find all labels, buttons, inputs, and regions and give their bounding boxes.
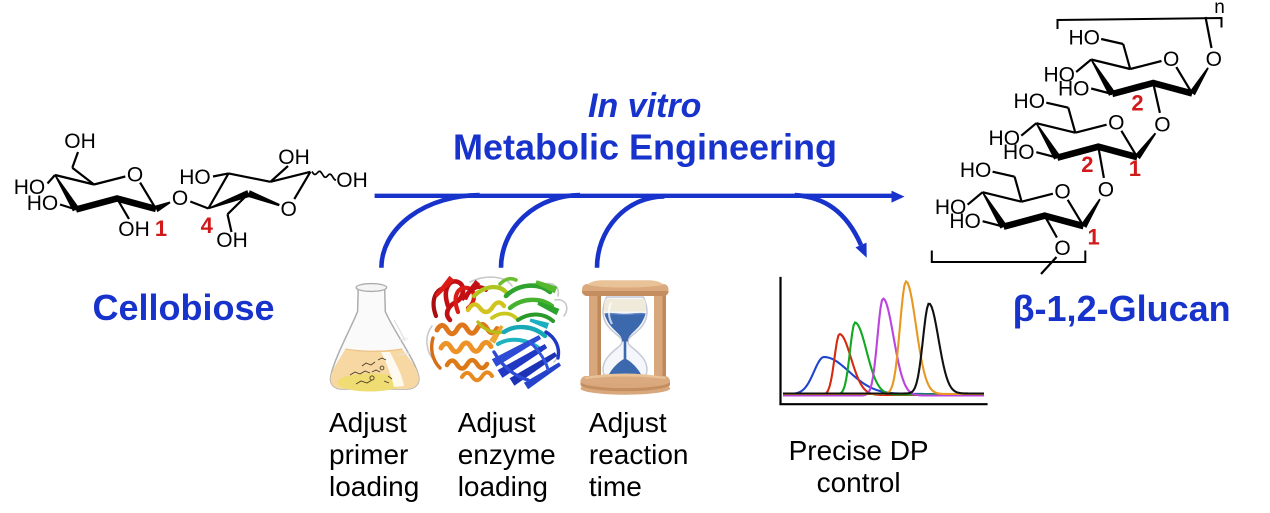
svg-text:OH: OH	[336, 169, 368, 192]
svg-text:1: 1	[155, 216, 167, 241]
svg-text:Adjust: Adjust	[329, 407, 407, 438]
svg-text:HO: HO	[989, 127, 1021, 150]
svg-text:1: 1	[1129, 156, 1141, 181]
svg-text:HO: HO	[1043, 64, 1075, 87]
svg-text:O: O	[1108, 112, 1124, 135]
svg-text:OH: OH	[118, 218, 150, 241]
svg-text:HO: HO	[1068, 27, 1100, 50]
svg-text:O: O	[1206, 48, 1222, 71]
svg-text:O: O	[1163, 48, 1179, 71]
svg-text:4: 4	[201, 213, 214, 238]
svg-text:HO: HO	[935, 196, 967, 219]
svg-text:HO: HO	[179, 166, 211, 189]
svg-text:Precise DP: Precise DP	[789, 435, 929, 466]
svg-text:O: O	[127, 164, 143, 187]
svg-text:OH: OH	[216, 229, 248, 252]
svg-text:HO: HO	[949, 210, 981, 233]
svg-text:O: O	[1098, 179, 1114, 202]
svg-text:Cellobiose: Cellobiose	[92, 287, 274, 328]
svg-text:O: O	[172, 187, 188, 210]
svg-text:β-1,2-Glucan: β-1,2-Glucan	[1013, 288, 1231, 329]
svg-text:O: O	[1154, 114, 1170, 137]
svg-text:primer: primer	[329, 439, 408, 470]
svg-text:n: n	[1214, 0, 1225, 18]
svg-text:Adjust: Adjust	[589, 407, 667, 438]
svg-text:1: 1	[1087, 225, 1099, 250]
svg-text:O: O	[281, 198, 297, 221]
svg-text:OH: OH	[64, 130, 96, 153]
svg-text:HO: HO	[1058, 78, 1090, 101]
svg-text:2: 2	[1131, 91, 1143, 116]
svg-text:loading: loading	[329, 471, 419, 502]
svg-text:O: O	[1054, 237, 1070, 260]
svg-text:In vitro: In vitro	[588, 87, 701, 125]
svg-text:enzyme: enzyme	[458, 439, 556, 470]
svg-text:O: O	[1054, 181, 1070, 204]
svg-text:HO: HO	[1014, 90, 1046, 113]
svg-text:OH: OH	[278, 146, 310, 169]
svg-text:HO: HO	[27, 192, 59, 215]
svg-text:control: control	[817, 467, 901, 498]
svg-text:HO: HO	[1003, 141, 1035, 164]
svg-text:Metabolic Engineering: Metabolic Engineering	[453, 126, 837, 167]
svg-text:reaction: reaction	[589, 439, 689, 470]
svg-text:HO: HO	[960, 159, 992, 182]
svg-text:HO: HO	[14, 176, 46, 199]
svg-text:Adjust: Adjust	[458, 407, 536, 438]
svg-text:2: 2	[1081, 152, 1093, 177]
svg-text:loading: loading	[458, 471, 548, 502]
svg-text:time: time	[589, 471, 642, 502]
